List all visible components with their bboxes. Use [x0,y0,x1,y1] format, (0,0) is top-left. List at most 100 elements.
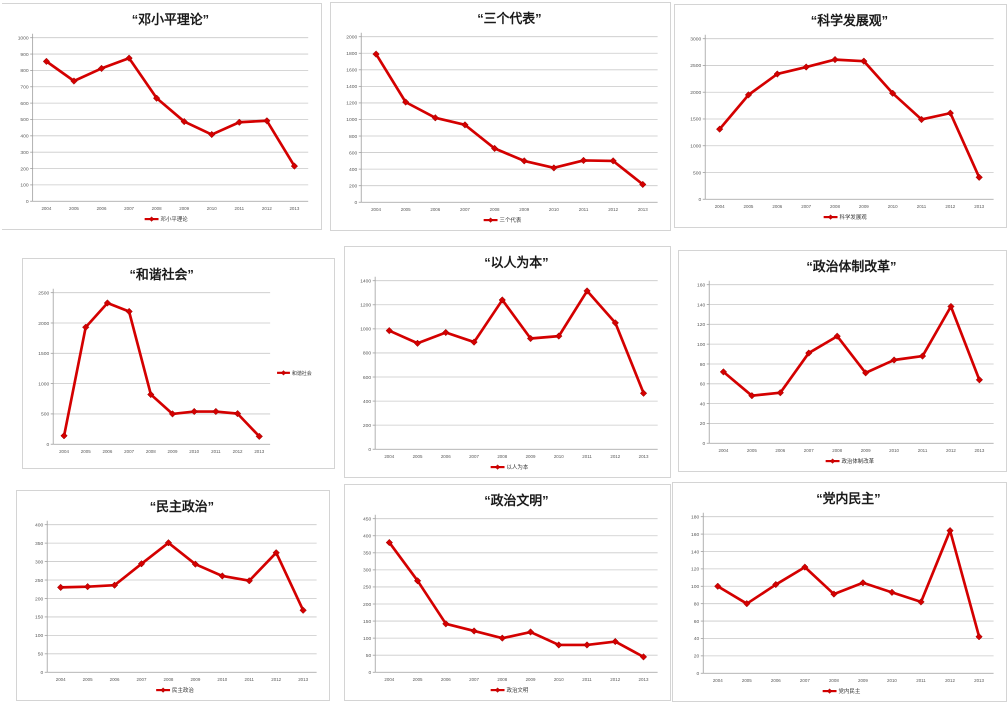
data-point [490,144,499,153]
x-axis-label: 2008 [164,677,174,682]
data-point [859,579,867,587]
x-axis-label: 2005 [744,204,754,209]
data-point [975,376,984,384]
y-axis-label: 200 [363,602,371,608]
data-point [147,390,155,399]
y-axis-label: 400 [363,534,371,540]
data-point [97,64,106,73]
data-point [442,328,450,337]
x-axis-label: 2007 [801,204,811,209]
x-axis-label: 2005 [747,448,757,453]
data-point [890,356,898,364]
y-axis-label: 800 [20,68,28,74]
data-point [153,94,161,102]
legend-marker [494,687,501,693]
scientific-development-chart: “科学发展观” 0 500 1000 1500 2000 2500 3000 2004 2005 2… [690,13,994,221]
y-axis-label: 40 [700,401,706,407]
y-axis-label: 0 [699,197,702,203]
x-axis-label: 2010 [554,677,564,682]
x-axis-label: 2009 [526,677,536,682]
data-point [744,91,753,99]
data-point [263,117,271,125]
y-axis-label: 1800 [346,51,357,57]
x-axis-label: 2009 [179,206,189,211]
data-point [579,156,588,165]
x-axis-label: 2008 [832,448,842,453]
data-point [470,627,478,635]
x-axis-label: 2007 [800,678,810,683]
y-axis-label: 350 [35,541,43,547]
y-axis-label: 20 [694,654,700,660]
data-point [583,287,591,295]
y-axis-label: 700 [20,85,28,91]
x-axis-label: 2004 [384,677,394,682]
chart-panel-intraparty-democracy: “党内民主” 0 20 40 60 80 100 120 140 160 180 2004 2005 20… [672,482,1007,702]
y-axis-label: 450 [363,516,371,522]
y-axis-label: 300 [20,150,28,156]
x-axis-label: 2004 [715,204,725,209]
democratic-politics-chart: “民主政治” 0 50 100 150 200 250 300 350 400 2004 2005 20… [35,499,317,694]
data-point [975,173,983,181]
y-axis-label: 400 [20,134,28,140]
x-axis-label: 2012 [610,677,620,682]
x-axis-label: 2012 [271,677,281,682]
legend-label: 科学发展观 [840,213,868,221]
chart-panel-harmonious-society: “和谐社会” 0 500 1000 1500 2000 2500 2004 2005 2006 20… [22,258,335,469]
x-axis-label: 2005 [81,449,91,454]
data-point [773,70,781,78]
data-point [802,63,810,71]
x-axis-label: 2004 [371,207,381,212]
y-axis-label: 0 [368,447,371,453]
data-point [526,628,535,636]
y-axis-label: 140 [691,549,699,555]
x-axis-label: 2005 [413,677,423,682]
legend-marker [160,687,166,693]
x-axis-label: 2010 [207,206,217,211]
y-axis-label: 200 [20,166,28,172]
data-point [125,54,133,62]
x-axis-label: 2006 [441,677,451,682]
data-point [372,50,380,58]
y-axis-label: 100 [697,342,705,348]
chart-title: “政治体制改革” [806,259,896,274]
y-axis-label: 2500 [690,63,701,69]
x-axis-label: 2008 [497,454,507,459]
data-point [583,641,591,649]
y-axis-label: 0 [369,670,372,676]
x-axis-label: 2007 [137,677,147,682]
data-line [45,56,296,168]
data-point [889,89,897,97]
legend-marker [494,464,501,470]
y-axis-label: 1200 [346,101,357,107]
y-axis-label: 600 [363,375,371,381]
harmonious-society-chart: “和谐社会” 0 500 1000 1500 2000 2500 2004 2005 2006 20… [38,267,311,454]
x-axis-label: 2012 [945,678,955,683]
legend-label: 以人为本 [507,463,529,471]
y-axis-label: 250 [363,585,371,591]
data-point [235,118,243,126]
legend-marker [826,688,833,694]
y-axis-label: 200 [35,596,43,602]
data-point [431,114,439,122]
x-axis-label: 2012 [608,207,618,212]
data-point [125,307,133,316]
x-axis-label: 2009 [168,449,178,454]
y-axis-label: 1400 [346,84,357,90]
x-axis-label: 2007 [469,677,479,682]
x-axis-label: 2012 [945,204,955,209]
data-point [498,634,506,642]
y-axis-label: 0 [355,200,358,206]
chart-panel-three-represents: “三个代表” 0 200 400 600 800 1000 1200 1400 1600 1800 2… [330,2,671,231]
data-point [168,410,177,418]
data-point [385,538,393,547]
y-axis-label: 100 [35,633,43,639]
x-axis-label: 2012 [262,206,272,211]
y-axis-label: 1000 [360,327,371,333]
data-point [639,653,648,661]
legend-label: 党内民主 [839,687,861,695]
x-axis-label: 2011 [579,207,589,212]
chart-panel-dengxiaoping-theory: “邓小平理论” 0 100 200 300 400 500 600 700 800 900 1000 2… [2,3,322,230]
x-axis-label: 2004 [713,678,723,683]
x-axis-label: 2006 [102,449,112,454]
y-axis-label: 40 [694,636,700,642]
